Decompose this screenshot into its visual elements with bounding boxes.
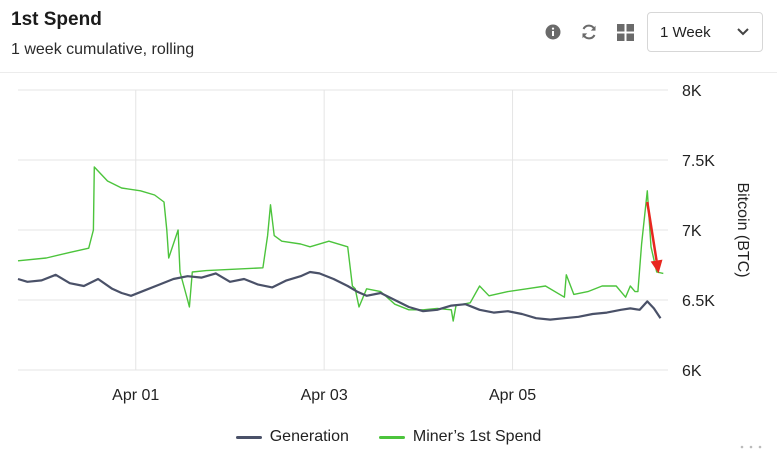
resize-handle-icon: [740, 445, 762, 449]
y-axis-label: Bitcoin (BTC): [734, 182, 751, 277]
series-line-generation: [17, 270, 662, 321]
range-select-value: 1 Week: [660, 23, 711, 41]
legend-label-miner-first-spend: Miner’s 1st Spend: [412, 428, 542, 445]
legend-item-miner-first-spend[interactable]: Miner’s 1st Spend: [378, 428, 542, 446]
chart-legend: Generation Miner’s 1st Spend: [0, 428, 777, 446]
y-tick-label: 7.5K: [682, 153, 715, 170]
y-tick-label: 6.5K: [682, 293, 715, 310]
x-tick-label: Apr 03: [301, 387, 348, 404]
y-tick-label: 8K: [682, 83, 702, 100]
info-icon[interactable]: [535, 18, 571, 46]
line-chart: 8K 7.5K 7K 6.5K 6K Apr 01 Apr 03 Apr 05 Bitcoin …: [17, 83, 751, 404]
chart-title: 1st Spend: [11, 9, 102, 30]
chart-subtitle: 1 week cumulative, rolling: [11, 41, 195, 58]
legend-swatch-generation: [235, 435, 262, 439]
annotation-arrow-head: [650, 259, 663, 274]
refresh-icon[interactable]: [571, 18, 607, 46]
chevron-down-icon: [736, 24, 750, 41]
legend-label-generation: Generation: [269, 428, 349, 445]
annotation-arrow-shaft: [646, 201, 658, 261]
chart-toolbar: 1 Week: [535, 12, 763, 52]
y-tick-label: 7K: [682, 223, 702, 240]
x-tick-label: Apr 05: [489, 387, 536, 404]
grid-icon[interactable]: [607, 18, 643, 46]
range-select[interactable]: 1 Week: [647, 12, 763, 52]
x-tick-label: Apr 01: [112, 387, 159, 404]
y-tick-label: 6K: [682, 363, 702, 380]
legend-item-generation[interactable]: Generation: [235, 428, 349, 446]
header-divider: [0, 72, 777, 73]
series-line-miner-first-spend: [17, 166, 664, 322]
legend-swatch-miner-first-spend: [378, 435, 405, 439]
